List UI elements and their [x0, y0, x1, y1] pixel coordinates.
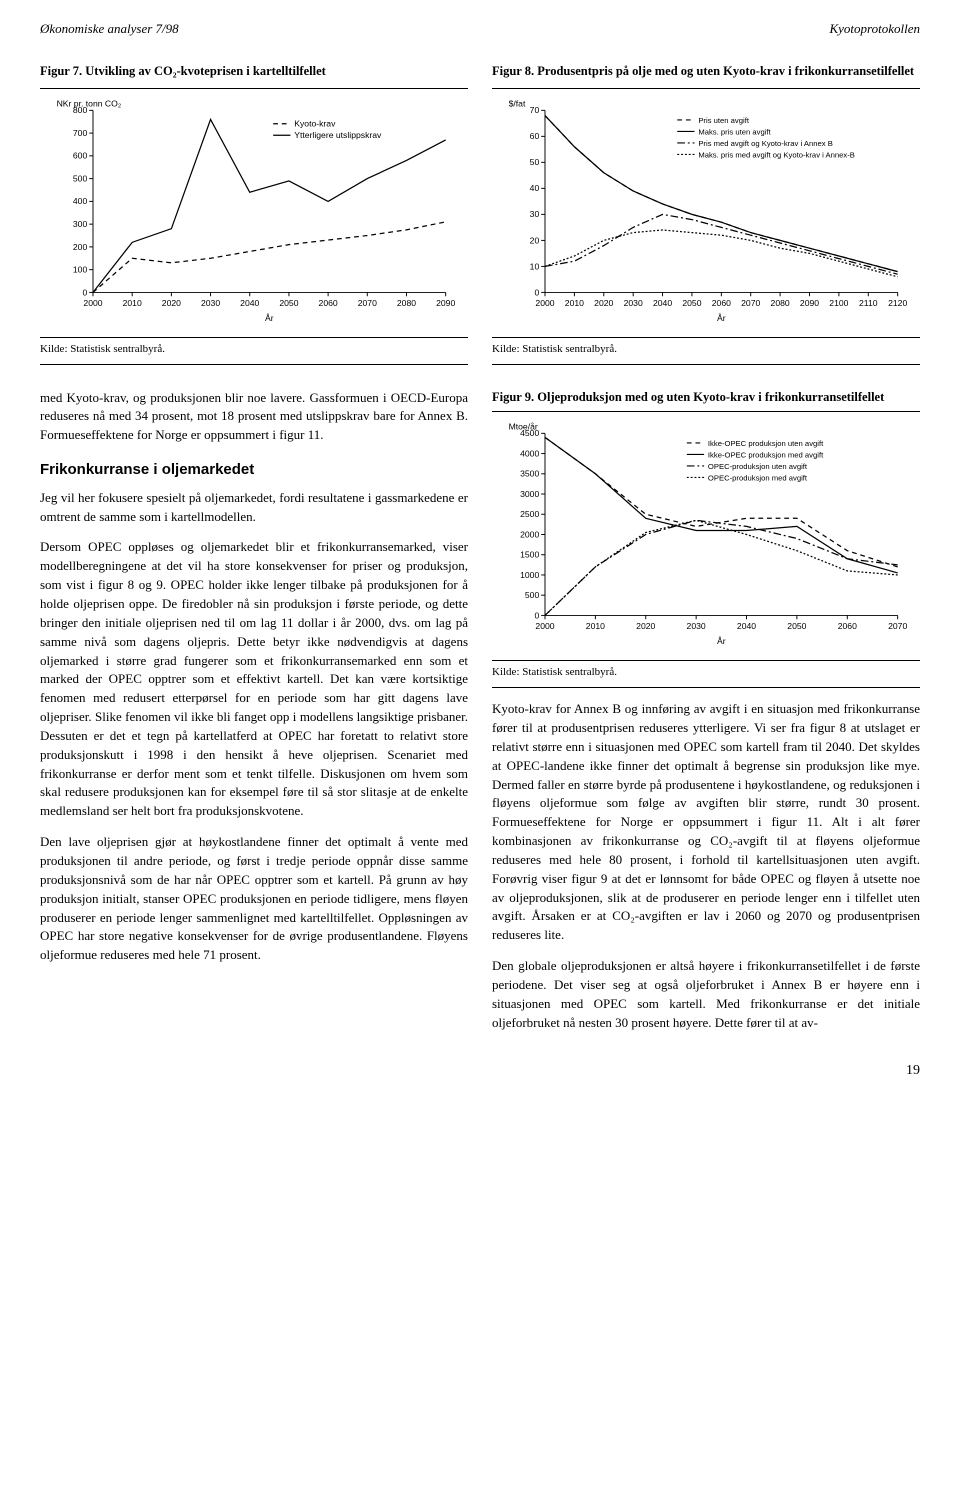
svg-text:2030: 2030 — [687, 621, 706, 631]
fig7-source: Kilde: Statistisk sentralbyrå. — [40, 337, 468, 365]
svg-text:År: År — [717, 637, 726, 647]
svg-text:1000: 1000 — [520, 570, 539, 580]
fig7-chart: NKr pr. tonn CO₂ 0 100 200 300 400 500 600 700 80… — [40, 95, 468, 325]
svg-text:10: 10 — [530, 261, 540, 271]
svg-text:2120: 2120 — [888, 298, 907, 308]
svg-text:2060: 2060 — [319, 298, 338, 308]
svg-text:2040: 2040 — [737, 621, 756, 631]
para-3: Dersom OPEC oppløses og oljemarkedet bli… — [40, 538, 468, 821]
svg-text:70: 70 — [530, 105, 540, 115]
svg-text:1500: 1500 — [520, 550, 539, 560]
svg-text:0: 0 — [82, 287, 87, 297]
svg-text:2100: 2100 — [829, 298, 848, 308]
para-4: Den lave oljeprisen gjør at høykostlande… — [40, 833, 468, 965]
svg-text:2040: 2040 — [240, 298, 259, 308]
svg-text:4000: 4000 — [520, 449, 539, 459]
page-number: 19 — [40, 1061, 920, 1081]
svg-text:0: 0 — [534, 287, 539, 297]
svg-text:2030: 2030 — [624, 298, 643, 308]
svg-text:Ytterligere utslippskrav: Ytterligere utslippskrav — [294, 130, 382, 140]
fig9-chart: Mtoe/år050010001500200025003000350040004… — [492, 418, 920, 648]
svg-text:NKr pr. tonn CO₂: NKr pr. tonn CO₂ — [57, 98, 122, 108]
svg-text:OPEC-produksjon uten avgift: OPEC-produksjon uten avgift — [708, 462, 808, 471]
svg-text:400: 400 — [73, 196, 88, 206]
svg-text:$/fat: $/fat — [509, 98, 526, 108]
svg-text:OPEC-produksjon med avgift: OPEC-produksjon med avgift — [708, 474, 808, 483]
fig9-title: Figur 9. Oljeproduksjon med og uten Kyot… — [492, 389, 920, 406]
figure-7: Figur 7. Utvikling av CO₂-kvoteprisen i … — [40, 63, 468, 377]
svg-text:Pris uten avgift: Pris uten avgift — [698, 116, 750, 125]
svg-text:Pris med avgift og Kyoto-krav: Pris med avgift og Kyoto-krav i Annex B — [698, 139, 832, 148]
svg-text:År: År — [265, 313, 274, 323]
svg-text:2090: 2090 — [800, 298, 819, 308]
para-2: Jeg vil her fokusere spesielt på oljemar… — [40, 489, 468, 527]
svg-text:2500: 2500 — [520, 510, 539, 520]
svg-text:300: 300 — [73, 219, 88, 229]
svg-text:Kyoto-krav: Kyoto-krav — [294, 118, 336, 128]
svg-text:2020: 2020 — [594, 298, 613, 308]
fig8-chart: $/fat01020304050607020002010202020302040… — [492, 95, 920, 325]
svg-text:2010: 2010 — [123, 298, 142, 308]
svg-text:2030: 2030 — [201, 298, 220, 308]
svg-text:2090: 2090 — [436, 298, 455, 308]
svg-text:2050: 2050 — [682, 298, 701, 308]
svg-text:Ikke-OPEC produksjon med avgif: Ikke-OPEC produksjon med avgift — [708, 451, 824, 460]
fig8-title: Figur 8. Produsentpris på olje med og ut… — [492, 63, 920, 80]
svg-text:Maks. pris med avgift og Kyoto: Maks. pris med avgift og Kyoto-krav i An… — [698, 150, 855, 159]
svg-text:2070: 2070 — [888, 621, 907, 631]
svg-text:2070: 2070 — [358, 298, 377, 308]
svg-text:2050: 2050 — [279, 298, 298, 308]
svg-text:2040: 2040 — [653, 298, 672, 308]
svg-text:Ikke-OPEC produksjon uten avgi: Ikke-OPEC produksjon uten avgift — [708, 439, 824, 448]
svg-text:2110: 2110 — [859, 298, 878, 308]
svg-text:20: 20 — [530, 235, 540, 245]
para-6: Den globale oljeproduksjonen er altså hø… — [492, 957, 920, 1032]
svg-text:Maks. pris uten avgift: Maks. pris uten avgift — [698, 127, 771, 136]
fig7-title: Figur 7. Utvikling av CO₂-kvoteprisen i … — [40, 63, 468, 80]
svg-text:100: 100 — [73, 264, 88, 274]
left-column: med Kyoto-krav, og produksjonen blir noe… — [40, 389, 468, 1045]
header-left: Økonomiske analyser 7/98 — [40, 20, 179, 39]
subheading: Frikonkurranse i oljemarkedet — [40, 459, 468, 481]
svg-text:4500: 4500 — [520, 429, 539, 439]
svg-text:2010: 2010 — [565, 298, 584, 308]
svg-text:2000: 2000 — [520, 530, 539, 540]
svg-text:2020: 2020 — [162, 298, 181, 308]
header-right: Kyotoprotokollen — [829, 20, 920, 39]
right-column: Figur 9. Oljeproduksjon med og uten Kyot… — [492, 389, 920, 1045]
svg-text:2080: 2080 — [771, 298, 790, 308]
fig8-source: Kilde: Statistisk sentralbyrå. — [492, 337, 920, 365]
figure-9: Figur 9. Oljeproduksjon med og uten Kyot… — [492, 389, 920, 689]
svg-text:30: 30 — [530, 209, 540, 219]
svg-text:2070: 2070 — [741, 298, 760, 308]
svg-text:0: 0 — [534, 611, 539, 621]
svg-text:2080: 2080 — [397, 298, 416, 308]
svg-text:600: 600 — [73, 150, 88, 160]
svg-text:2060: 2060 — [712, 298, 731, 308]
svg-text:500: 500 — [525, 590, 540, 600]
svg-text:2050: 2050 — [787, 621, 806, 631]
svg-text:3000: 3000 — [520, 489, 539, 499]
svg-text:800: 800 — [73, 105, 88, 115]
svg-text:2020: 2020 — [636, 621, 655, 631]
svg-text:2000: 2000 — [535, 298, 554, 308]
para-1: med Kyoto-krav, og produksjonen blir noe… — [40, 389, 468, 446]
fig9-source: Kilde: Statistisk sentralbyrå. — [492, 660, 920, 688]
svg-text:2010: 2010 — [586, 621, 605, 631]
svg-text:2000: 2000 — [83, 298, 102, 308]
svg-text:500: 500 — [73, 173, 88, 183]
svg-text:3500: 3500 — [520, 469, 539, 479]
svg-text:200: 200 — [73, 241, 88, 251]
svg-text:År: År — [717, 313, 726, 323]
svg-text:60: 60 — [530, 131, 540, 141]
svg-text:50: 50 — [530, 157, 540, 167]
svg-text:2060: 2060 — [838, 621, 857, 631]
svg-text:2000: 2000 — [535, 621, 554, 631]
figure-8: Figur 8. Produsentpris på olje med og ut… — [492, 63, 920, 377]
svg-text:40: 40 — [530, 183, 540, 193]
svg-text:700: 700 — [73, 128, 88, 138]
para-5: Kyoto-krav for Annex B og innføring av a… — [492, 700, 920, 945]
